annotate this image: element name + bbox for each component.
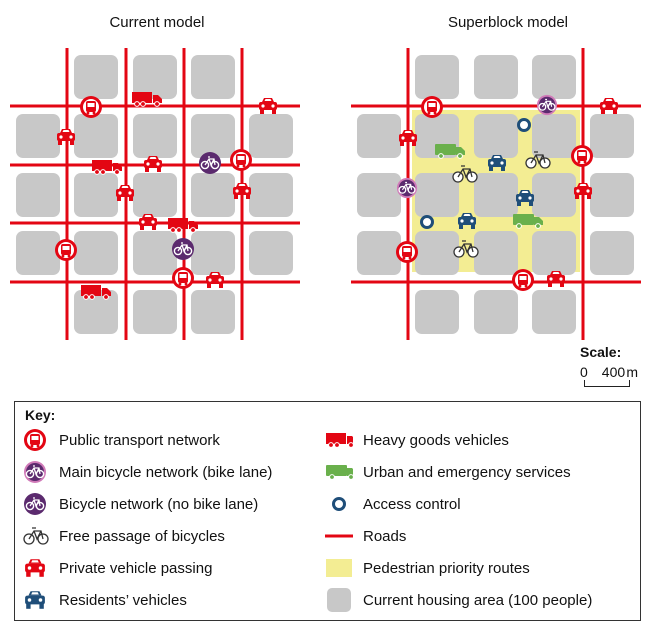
scale-max: 400 m	[602, 364, 638, 380]
key-item-free-bicycle: Free passage of bicycles	[21, 522, 225, 550]
bicycle-lane-icon	[397, 178, 417, 198]
key-label: Access control	[363, 495, 461, 513]
road-line-icon	[325, 522, 353, 550]
truck-icon	[91, 159, 123, 175]
grey-square-icon	[325, 586, 353, 614]
car-blue-icon	[21, 586, 49, 614]
bus-icon	[21, 426, 49, 454]
current-model-title: Current model	[109, 14, 205, 31]
key-item-access-control: Access control	[325, 490, 461, 518]
key-item-residents-vehicle: Residents’ vehicles	[21, 586, 187, 614]
key-item-private-vehicle: Private vehicle passing	[21, 554, 212, 582]
bicycle-lane-icon	[537, 95, 557, 115]
scale-legend: Scale: 0 400 m	[580, 344, 638, 387]
ring-icon	[325, 490, 353, 518]
bicycle-pink-icon	[21, 458, 49, 486]
scale-ticks: 0 400 m	[580, 364, 638, 380]
key-item-public-transport: Public transport network	[21, 426, 220, 454]
key-label: Urban and emergency services	[363, 463, 571, 481]
bus-icon	[421, 96, 443, 118]
key-label: Public transport network	[59, 431, 220, 449]
key-item-main-bicycle: Main bicycle network (bike lane)	[21, 458, 272, 486]
car-icon	[144, 156, 162, 172]
key-label: Current housing area (100 people)	[363, 591, 593, 609]
truck-red-icon	[325, 426, 353, 454]
access-control-icon	[420, 215, 434, 229]
key-label: Heavy goods vehicles	[363, 431, 509, 449]
housing-blocks	[357, 55, 634, 334]
key-label: Private vehicle passing	[59, 559, 213, 577]
van-green-icon	[325, 458, 353, 486]
scale-min: 0	[580, 364, 588, 380]
bus-icon	[55, 239, 77, 261]
key-item-roads: Roads	[325, 522, 406, 550]
bus-icon	[512, 269, 534, 291]
scale-max-value: 400	[601, 364, 626, 380]
key-item-heavy-goods: Heavy goods vehicles	[325, 426, 509, 454]
bus-icon	[396, 241, 418, 263]
housing-blocks	[16, 55, 293, 334]
scale-label: Scale:	[580, 344, 622, 360]
superblock-model-map	[351, 48, 641, 340]
key-legend: Key: Public transport network Main bicyc…	[14, 401, 641, 621]
car-icon	[259, 98, 277, 114]
key-label: Bicycle network (no bike lane)	[59, 495, 259, 513]
current-model-map	[10, 48, 300, 340]
key-item-housing: Current housing area (100 people)	[325, 586, 592, 614]
key-item-pedestrian: Pedestrian priority routes	[325, 554, 530, 582]
yellow-square-icon	[325, 554, 353, 582]
key-label: Residents’ vehicles	[59, 591, 187, 609]
bus-icon	[172, 267, 194, 289]
bicycle-network-icon	[172, 238, 194, 260]
car-red-icon	[21, 554, 49, 582]
key-title: Key:	[25, 407, 56, 423]
bus-icon	[230, 149, 252, 171]
key-label: Roads	[363, 527, 407, 545]
scale-bar	[584, 380, 630, 387]
bicycle-network-icon	[199, 152, 221, 174]
car-icon	[600, 98, 618, 114]
bus-icon	[80, 96, 102, 118]
key-label: Pedestrian priority routes	[363, 559, 530, 577]
bicycle-outline-icon	[21, 522, 49, 550]
key-label: Main bicycle network (bike lane)	[59, 463, 273, 481]
superblock-model-title: Superblock model	[447, 14, 569, 31]
key-item-bicycle-no-lane: Bicycle network (no bike lane)	[21, 490, 258, 518]
bicycle-purple-icon	[21, 490, 49, 518]
scale-unit: m	[626, 364, 638, 380]
access-control-icon	[517, 118, 531, 132]
key-label: Free passage of bicycles	[59, 527, 225, 545]
bus-icon	[571, 145, 593, 167]
key-item-urban-services: Urban and emergency services	[325, 458, 571, 486]
